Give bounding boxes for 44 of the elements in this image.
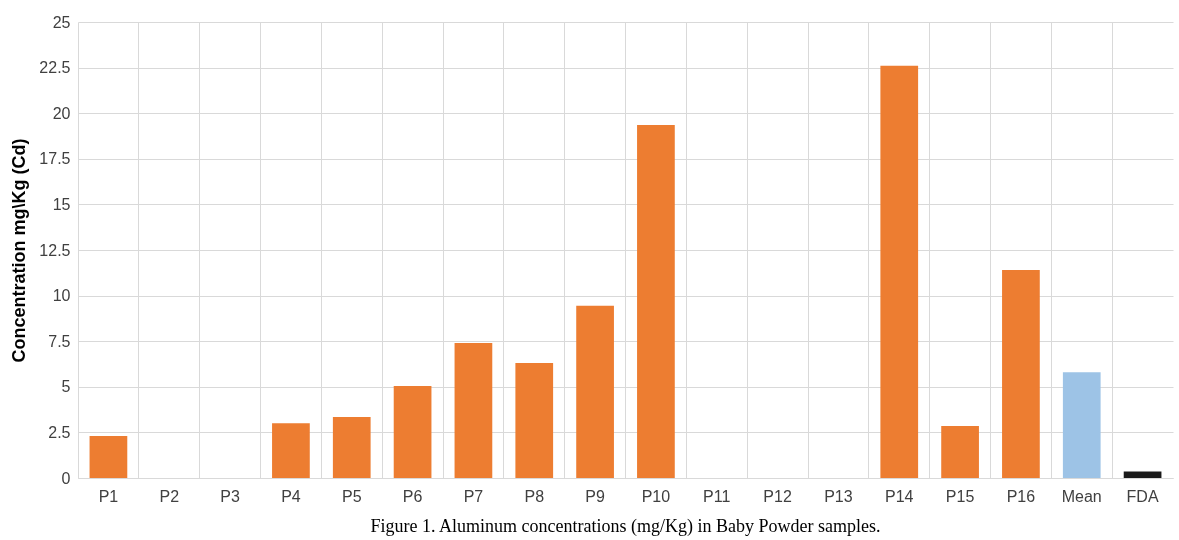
x-tick-label: P6 xyxy=(402,487,423,505)
bar xyxy=(1062,372,1101,478)
bar xyxy=(880,65,919,478)
x-tick-label: P5 xyxy=(341,487,362,505)
bar xyxy=(1123,471,1162,478)
x-tick-label: P14 xyxy=(885,487,914,505)
y-tick-label: 20 xyxy=(52,104,71,122)
bar xyxy=(332,416,371,478)
y-tick-label: 2.5 xyxy=(48,423,71,441)
bar xyxy=(272,423,310,478)
x-tick-label: P8 xyxy=(524,487,545,505)
bar xyxy=(637,125,675,478)
x-tick-label: P13 xyxy=(824,487,853,505)
y-tick-label: 12.5 xyxy=(39,241,71,259)
bar xyxy=(515,363,554,478)
x-tick-label: P11 xyxy=(703,487,731,505)
x-tick-label: P12 xyxy=(763,487,792,505)
y-tick-label: 7.5 xyxy=(48,332,71,350)
x-tick-label: P1 xyxy=(98,487,119,505)
y-tick-label: 15 xyxy=(52,195,71,213)
bar xyxy=(89,436,128,478)
x-tick-label: P3 xyxy=(220,487,240,505)
bar xyxy=(393,385,432,478)
bar xyxy=(576,305,614,478)
y-tick-label: 0 xyxy=(61,469,71,487)
bar xyxy=(454,343,493,478)
bar xyxy=(941,426,979,478)
y-tick-label: 5 xyxy=(61,378,71,396)
x-tick-label: P9 xyxy=(585,487,605,505)
x-tick-label: FDA xyxy=(1126,487,1159,505)
y-axis-title: Concentration mg\Kg (Cd) xyxy=(9,138,30,363)
x-tick-label: P7 xyxy=(463,487,484,505)
y-tick-label: 22.5 xyxy=(39,59,71,77)
x-tick-label: P16 xyxy=(1006,487,1036,505)
y-tick-label: 10 xyxy=(52,287,71,305)
x-tick-label: P15 xyxy=(945,487,975,505)
y-tick-label: 17.5 xyxy=(39,150,71,168)
bar xyxy=(1002,270,1040,478)
y-tick-label: 25 xyxy=(52,13,71,31)
x-tick-label: Mean xyxy=(1061,487,1102,505)
x-tick-label: P10 xyxy=(641,487,671,505)
x-tick-label: P4 xyxy=(281,487,301,505)
caption: Figure 1. Aluminum concentrations (mg/Kg) in Baby Powder samples. xyxy=(370,516,881,537)
x-tick-label: P2 xyxy=(159,487,180,505)
